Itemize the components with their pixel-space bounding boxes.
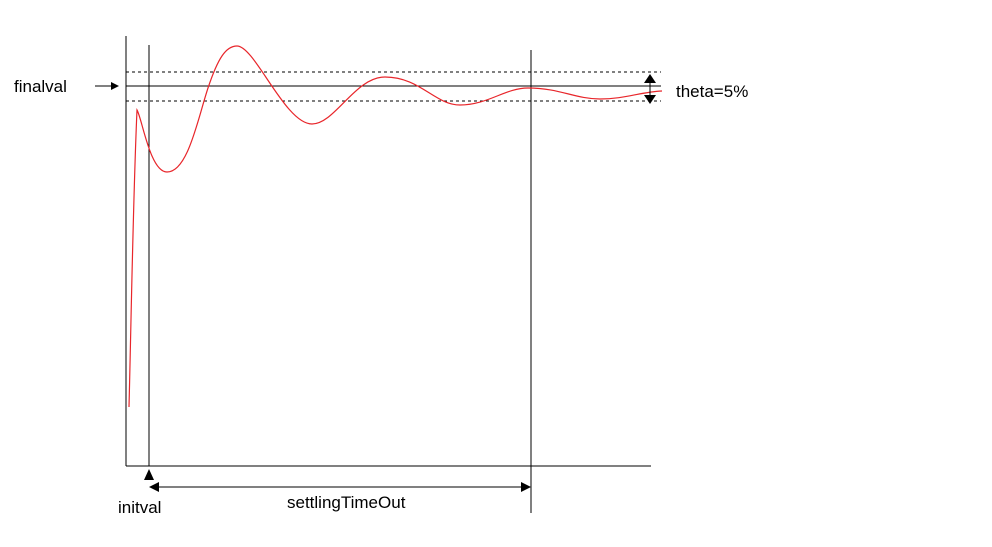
- initval-label: initval: [118, 498, 161, 517]
- theta-label: theta=5%: [676, 82, 748, 101]
- settling-time-label: settlingTimeOut: [287, 493, 406, 512]
- theta-arrow-up-icon: [644, 74, 656, 83]
- response-curve: [128, 45, 663, 408]
- finalval-label: finalval: [14, 77, 67, 96]
- theta-arrow-down-icon: [644, 95, 656, 104]
- initval-arrow-icon: [144, 469, 154, 480]
- settling-arrow-right-icon: [521, 482, 531, 492]
- finalval-arrow-icon: [111, 82, 119, 90]
- settling-arrow-left-icon: [149, 482, 159, 492]
